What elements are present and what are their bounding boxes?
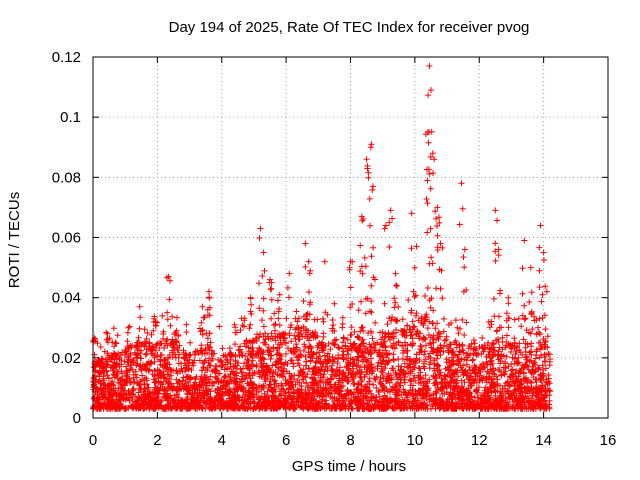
y-tick-labels: 0 0.02 0.04 0.06 0.08 0.1 0.12: [52, 49, 81, 427]
y-axis-label: ROTI / TECUs: [6, 192, 23, 288]
x-tick-label: 16: [600, 432, 617, 449]
y-tick-label: 0.08: [52, 169, 81, 186]
y-tick-label: 0.02: [52, 350, 81, 367]
x-tick-label: 8: [346, 432, 354, 449]
x-axis-label: GPS time / hours: [292, 458, 406, 475]
y-tick-label: 0.04: [52, 290, 81, 307]
x-tick-label: 6: [282, 432, 290, 449]
x-tick-labels: 0 2 4 6 8 10 12 14 16: [89, 432, 617, 449]
chart-title: Day 194 of 2025, Rate Of TEC Index for r…: [169, 19, 530, 36]
y-tick-label: 0.06: [52, 230, 81, 247]
grid-lines: [93, 57, 608, 418]
x-tick-label: 0: [89, 432, 97, 449]
scatter-markers: [90, 63, 554, 412]
x-tick-label: 14: [535, 432, 552, 449]
y-tick-label: 0.1: [60, 109, 81, 126]
y-tick-label: 0.12: [52, 49, 81, 66]
x-tick-label: 2: [153, 432, 161, 449]
y-tick-label: 0: [73, 410, 81, 427]
x-tick-label: 12: [471, 432, 488, 449]
axis-ticks: [92, 56, 609, 419]
data-points: [90, 63, 554, 412]
x-tick-label: 10: [407, 432, 424, 449]
x-tick-label: 4: [218, 432, 226, 449]
